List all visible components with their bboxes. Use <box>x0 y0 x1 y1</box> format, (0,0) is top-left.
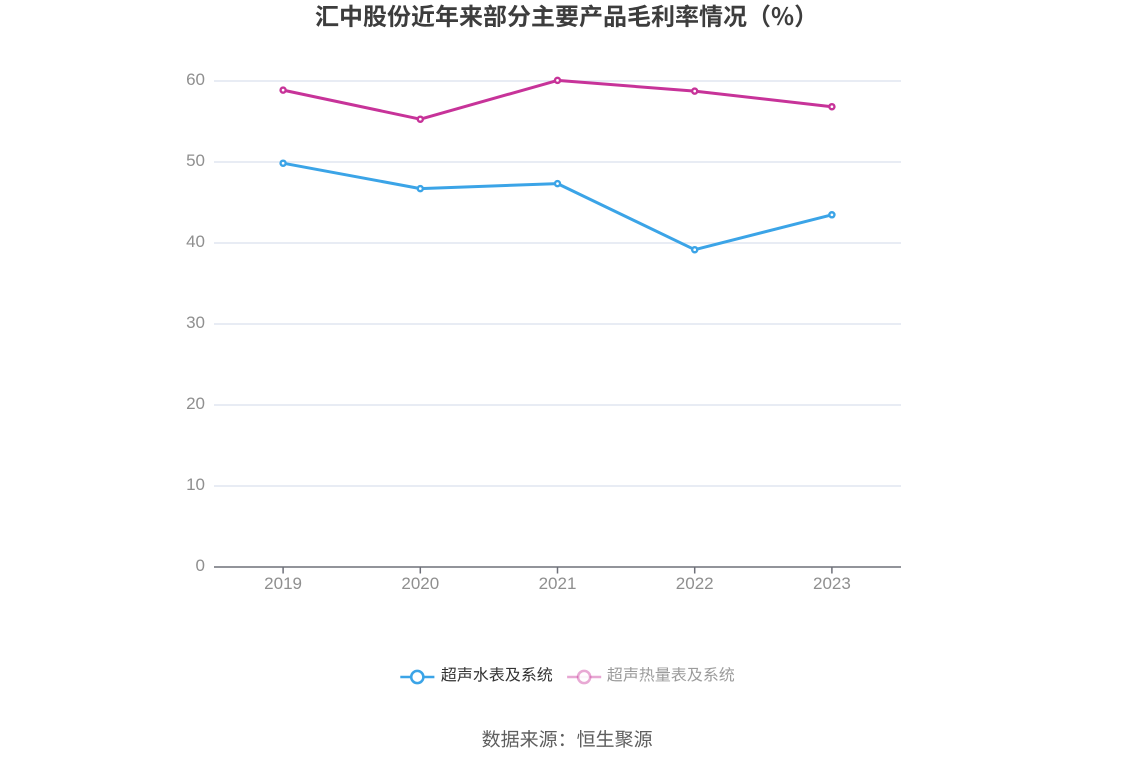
svg-text:0: 0 <box>196 556 205 575</box>
svg-text:30: 30 <box>186 313 205 332</box>
svg-text:2020: 2020 <box>401 574 439 593</box>
svg-text:2022: 2022 <box>676 574 714 593</box>
svg-text:20: 20 <box>186 394 205 413</box>
svg-text:40: 40 <box>186 232 205 251</box>
svg-text:50: 50 <box>186 151 205 170</box>
svg-text:60: 60 <box>186 70 205 89</box>
svg-text:2023: 2023 <box>813 574 851 593</box>
svg-text:10: 10 <box>186 475 205 494</box>
svg-text:2019: 2019 <box>264 574 302 593</box>
svg-text:2021: 2021 <box>539 574 577 593</box>
